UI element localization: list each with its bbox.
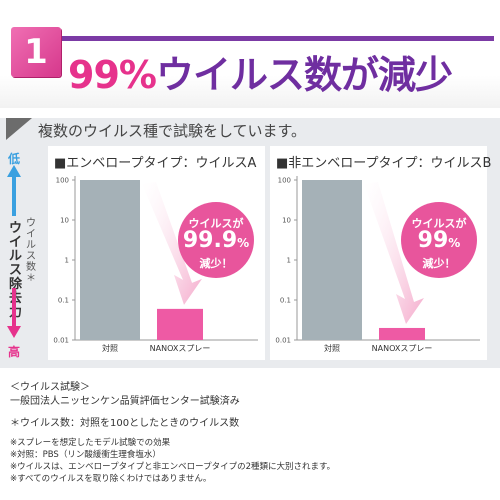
callout-value-a: 99.9% [178,228,254,253]
callout-number-b: 99 [417,228,449,253]
title-percent: 99% [68,53,157,97]
bar-nanox [379,327,425,340]
y-tick-label: 100 [56,177,69,185]
y-tick-label: 0.1 [58,297,69,305]
x-category-label: 対照 [102,343,118,353]
notes-line6: ※すべてのウイルスを取り除くわけではありません。 [10,474,212,484]
decrease-arrow-icon [364,182,424,324]
notes-heading: ＜ウイルス試験＞ [10,382,90,393]
arrow-up-shaft [12,176,16,216]
y-tick-label: 0.1 [280,297,291,305]
page-title: 99%ウイルス数が減少 [68,44,453,99]
callout-line3-a: 減少！ [199,257,233,270]
callout-bubble-a: ウイルスが 99.9% 減少！ [178,202,254,278]
callout-number-a: 99.9 [182,228,238,253]
y-tick-label: 10 [282,217,291,225]
x-category-label: NANOXスプレー [372,344,433,353]
notes-line2: ＊ウイルス数：対照を100としたときのウイルス数 [10,418,240,429]
y-tick-label: 1 [65,257,69,265]
notes-line4: ※対照：PBS（リン酸緩衝生理食塩水） [10,450,161,460]
section-number: 1 [24,32,48,72]
bar-control [302,180,362,340]
title-rest: ウイルス数が減少 [155,53,453,97]
notes-line5: ※ウイルスは、エンベロープタイプと非エンベロープタイプの2種類に大別されます。 [10,462,336,472]
callout-unit-a: % [237,236,250,250]
y-tick-label: 0.01 [53,337,69,345]
decrease-arrow-icon [142,182,202,305]
callout-line1-a: ウイルスが [188,217,244,230]
x-category-label: 対照 [324,343,340,353]
chart-title-b: ■非エンベロープタイプ：ウイルスB [276,156,492,171]
arrow-down-icon [7,326,21,338]
section-number-badge: 1 [11,27,61,77]
arrow-down-shaft [12,288,16,328]
chart-title-a: ■エンベロープタイプ：ウイルスA [54,156,257,171]
y-tick-label: 1 [287,257,291,265]
callout-line3-b: 減少！ [422,257,456,270]
notes-line1: 一般団法人ニッセンケン品質評価センター試験済み [10,396,240,407]
callout-bubble-b: ウイルスが 99% 減少！ [401,202,477,278]
subtitle-bar [6,118,494,140]
bar-nanox [157,308,203,340]
chart-card-b: ■非エンベロープタイプ：ウイルスB 100 10 1 0.1 0.01 対照 NANOXスプ… [270,146,491,360]
y-tick-label: 100 [278,177,291,185]
axis-high-label: 高 [8,345,21,359]
chart-svg-a: 100 10 1 0.1 0.01 対照 NANOXスプレー [53,176,258,353]
bar-control [80,180,140,340]
title-rule [62,36,494,41]
notes-line3: ※スプレーを想定したモデル試験での効果 [10,438,171,448]
x-category-label: NANOXスプレー [150,344,211,353]
axis-vertical-sublabel: ウイルス数＊ [26,218,36,284]
arrow-up-icon [7,165,21,177]
axis-vertical-label: ウイルス除去力 [9,221,23,320]
axis-low-label: 低 [8,152,21,166]
y-tick-label: 10 [60,217,69,225]
y-tick-label: 0.01 [275,337,291,345]
chart-card-a: ■エンベロープタイプ：ウイルスA 100 10 1 0.1 0.01 対照 NANOXスプレ… [48,146,265,360]
callout-line1-b: ウイルスが [411,217,467,230]
callout-value-b: 99% [401,228,477,253]
title-area [0,0,500,108]
subtitle: 複数のウイルス種で試験をしています。 [38,122,307,140]
corner-triangle [6,118,32,140]
chart-svg-b: 100 10 1 0.1 0.01 対照 NANOXスプレー [275,176,480,353]
callout-unit-b: % [448,236,461,250]
